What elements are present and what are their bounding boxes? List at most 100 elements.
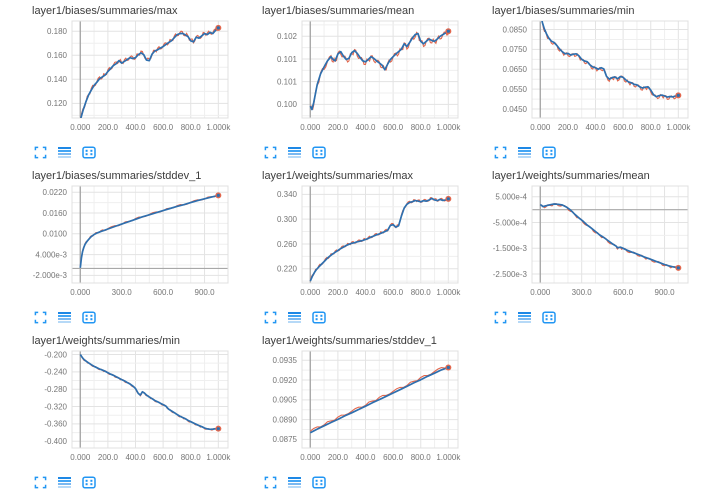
x-tick-label: 0.000 bbox=[300, 288, 321, 297]
y-tick-label: 0.0550 bbox=[503, 85, 528, 94]
y-tick-label: 0.0935 bbox=[273, 356, 298, 365]
line-chart[interactable]: 0.0220 0.0160 0.0100 4.000e-3 -2.000e-30.000… bbox=[28, 183, 234, 307]
x-tick-label: 1.000k bbox=[206, 123, 231, 132]
fit-domain-icon[interactable] bbox=[312, 311, 326, 324]
runs-list-icon[interactable] bbox=[58, 476, 71, 489]
x-tick-label: 800.0 bbox=[181, 453, 202, 462]
x-tick-label: 200.0 bbox=[558, 123, 579, 132]
x-tick-label: 0.000 bbox=[70, 288, 91, 297]
runs-list-icon[interactable] bbox=[518, 311, 531, 324]
x-tick-label: 400.0 bbox=[355, 288, 376, 297]
chart-card: layer1/biases/summaries/stddev_1 0.0220 0… bbox=[28, 165, 254, 330]
y-tick-label: 0.340 bbox=[277, 190, 298, 199]
x-tick-label: 400.0 bbox=[125, 123, 146, 132]
y-tick-label: 0.0875 bbox=[273, 435, 298, 444]
chart-card: layer1/biases/summaries/max 0.180 0.160 0.… bbox=[28, 0, 254, 165]
line-chart[interactable]: 0.340 0.300 0.260 0.220 0.000 200.0 400.0 600.0… bbox=[258, 183, 464, 307]
chart-toolbar bbox=[264, 310, 484, 325]
fit-domain-icon[interactable] bbox=[312, 146, 326, 159]
expand-chart-icon[interactable] bbox=[264, 311, 277, 324]
runs-list-icon[interactable] bbox=[58, 146, 71, 159]
x-tick-label: 900.0 bbox=[655, 288, 676, 297]
y-tick-label: 0.0100 bbox=[43, 230, 68, 239]
x-tick-label: 800.0 bbox=[641, 123, 662, 132]
x-tick-label: 0.000 bbox=[300, 453, 321, 462]
y-tick-label: -0.280 bbox=[44, 385, 67, 394]
fit-domain-icon[interactable] bbox=[542, 311, 556, 324]
y-tick-label: 0.0650 bbox=[503, 65, 528, 74]
y-tick-label: 0.0450 bbox=[503, 105, 528, 114]
chart-title: layer1/weights/summaries/min bbox=[32, 335, 180, 347]
y-tick-label: 0.0920 bbox=[273, 376, 298, 385]
chart-card: layer1/biases/summaries/min 0.0850 0.0750… bbox=[488, 0, 714, 165]
chart-toolbar bbox=[264, 145, 484, 160]
runs-list-icon[interactable] bbox=[58, 311, 71, 324]
x-tick-label: 800.0 bbox=[411, 453, 432, 462]
x-tick-label: 200.0 bbox=[328, 453, 349, 462]
fit-domain-icon[interactable] bbox=[82, 311, 96, 324]
line-chart[interactable]: 0.180 0.160 0.140 0.120 0.000 200.0 400.0 600.0… bbox=[28, 18, 234, 142]
x-tick-label: 600.0 bbox=[383, 288, 404, 297]
fit-domain-icon[interactable] bbox=[542, 146, 556, 159]
y-tick-label: 0.180 bbox=[47, 27, 68, 36]
y-tick-label: -1.500e-3 bbox=[493, 244, 528, 253]
expand-chart-icon[interactable] bbox=[34, 476, 47, 489]
x-tick-label: 0.000 bbox=[70, 123, 91, 132]
fit-domain-icon[interactable] bbox=[82, 476, 96, 489]
x-tick-label: 1.000k bbox=[436, 453, 461, 462]
x-tick-label: 1.000k bbox=[666, 123, 691, 132]
expand-chart-icon[interactable] bbox=[34, 311, 47, 324]
y-tick-label: -0.200 bbox=[44, 350, 67, 359]
chart-title: layer1/biases/summaries/max bbox=[32, 5, 178, 17]
y-tick-label: 0.300 bbox=[277, 215, 298, 224]
runs-list-icon[interactable] bbox=[288, 476, 301, 489]
x-tick-label: 200.0 bbox=[98, 123, 119, 132]
chart-title: layer1/weights/summaries/mean bbox=[492, 170, 650, 182]
line-chart[interactable]: 0.102 0.101 0.101 0.100 0.000 200.0 400.0 600.0… bbox=[258, 18, 464, 142]
y-tick-label: -0.360 bbox=[44, 420, 67, 429]
y-tick-label: 0.0905 bbox=[273, 396, 298, 405]
x-tick-label: 600.0 bbox=[153, 453, 174, 462]
line-chart[interactable]: -0.200 -0.240 -0.280 -0.320 -0.360 -0.4000.00… bbox=[28, 348, 234, 472]
y-tick-label: 0.100 bbox=[277, 100, 298, 109]
y-tick-label: 5.000e-4 bbox=[495, 193, 527, 202]
runs-list-icon[interactable] bbox=[288, 146, 301, 159]
smoothed-series-line bbox=[539, 203, 679, 269]
fit-domain-icon[interactable] bbox=[312, 476, 326, 489]
smoothed-series-line bbox=[541, 21, 679, 98]
y-tick-label: -0.320 bbox=[44, 402, 67, 411]
smoothed-series-line bbox=[79, 354, 219, 431]
y-tick-label: -2.000e-3 bbox=[33, 271, 68, 280]
chart-title: layer1/weights/summaries/max bbox=[262, 170, 413, 182]
chart-toolbar bbox=[494, 145, 714, 160]
y-tick-label: -2.500e-3 bbox=[493, 270, 528, 279]
y-tick-label: -0.400 bbox=[44, 437, 67, 446]
expand-chart-icon[interactable] bbox=[494, 146, 507, 159]
chart-toolbar bbox=[264, 475, 484, 490]
x-tick-label: 600.0 bbox=[383, 453, 404, 462]
x-tick-label: 0.000 bbox=[70, 453, 91, 462]
fit-domain-icon[interactable] bbox=[82, 146, 96, 159]
chart-title: layer1/biases/summaries/mean bbox=[262, 5, 415, 17]
line-chart[interactable]: 5.000e-4 -5.000e-4 -1.500e-3 -2.500e-30.000… bbox=[488, 183, 694, 307]
expand-chart-icon[interactable] bbox=[34, 146, 47, 159]
x-tick-label: 400.0 bbox=[585, 123, 606, 132]
x-tick-label: 400.0 bbox=[355, 123, 376, 132]
chart-toolbar bbox=[34, 145, 254, 160]
chart-toolbar bbox=[34, 310, 254, 325]
runs-list-icon[interactable] bbox=[288, 311, 301, 324]
expand-chart-icon[interactable] bbox=[264, 476, 277, 489]
expand-chart-icon[interactable] bbox=[494, 311, 507, 324]
chart-title: layer1/weights/summaries/stddev_1 bbox=[262, 335, 437, 347]
x-tick-label: 0.000 bbox=[530, 288, 551, 297]
chart-title: layer1/biases/summaries/min bbox=[492, 5, 635, 17]
y-tick-label: 4.000e-3 bbox=[35, 250, 67, 259]
x-tick-label: 300.0 bbox=[112, 288, 133, 297]
chart-toolbar bbox=[34, 475, 254, 490]
expand-chart-icon[interactable] bbox=[264, 146, 277, 159]
runs-list-icon[interactable] bbox=[518, 146, 531, 159]
